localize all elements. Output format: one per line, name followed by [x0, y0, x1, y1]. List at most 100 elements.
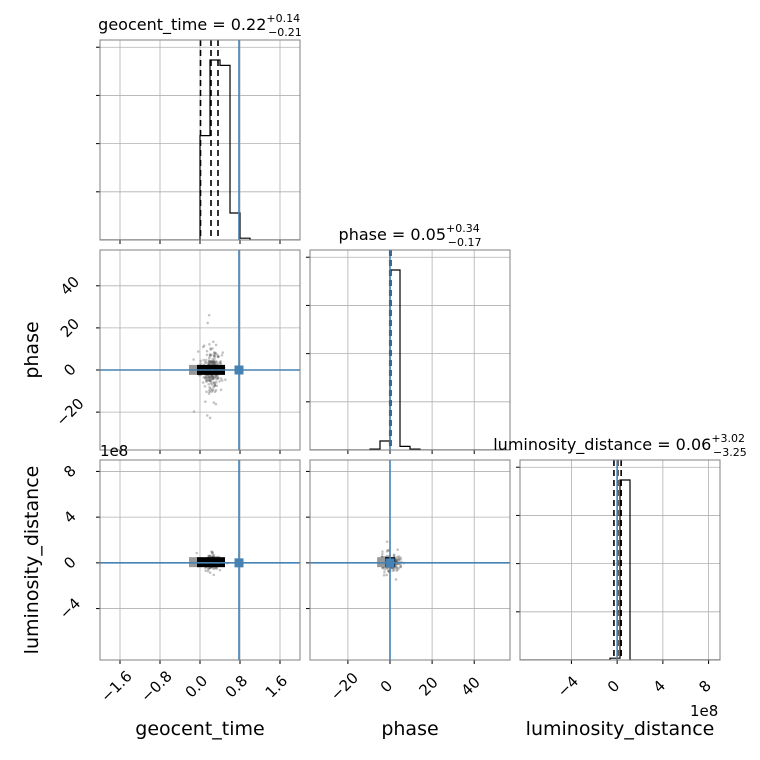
sample-point: [208, 416, 212, 420]
x-axis-label: luminosity_distance: [526, 718, 715, 740]
sample-point: [212, 376, 215, 380]
sample-point: [381, 566, 384, 570]
sample-point: [395, 559, 398, 562]
sample-point: [204, 400, 207, 403]
title-value: geocent_time = 0.22: [98, 15, 266, 35]
sample-point: [390, 566, 394, 570]
sample-point: [212, 573, 216, 577]
sample-point: [399, 565, 403, 569]
sample-point: [219, 388, 223, 392]
y-tick-label: −20: [52, 395, 87, 430]
sample-point: [391, 566, 395, 570]
sample-point: [211, 388, 215, 392]
sample-point: [399, 564, 403, 567]
sample-point: [212, 354, 216, 357]
sample-point: [211, 347, 214, 350]
sample-point: [211, 551, 214, 555]
sample-point: [208, 362, 211, 366]
sample-point: [212, 360, 215, 364]
panel-content: [100, 40, 300, 240]
truth-marker: [385, 558, 395, 568]
sample-point: [211, 388, 214, 392]
x-tick-label: 0: [604, 677, 623, 696]
sample-point: [210, 390, 214, 393]
sample-point: [386, 548, 390, 552]
sample-point: [209, 379, 212, 383]
y-tick-label: −4: [56, 594, 84, 622]
sample-point: [396, 555, 399, 559]
sample-point: [219, 377, 223, 380]
panel-1-0: [96, 249, 301, 454]
panel-frame: [99, 459, 301, 661]
panel-content: [100, 460, 300, 660]
sample-point: [207, 567, 211, 570]
sample-point: [208, 379, 211, 383]
sample-point: [385, 549, 389, 553]
sample-point: [205, 414, 209, 417]
x-tick-label: −1.6: [97, 667, 135, 705]
sample-point: [214, 374, 217, 378]
sample-point: [216, 375, 219, 378]
panel-title-phase: phase = 0.05+0.34 −0.17: [339, 222, 482, 249]
y-tick-label: 4: [60, 507, 79, 526]
sample-point: [214, 351, 218, 355]
y-tick-label: 8: [60, 462, 79, 481]
sample-point: [219, 361, 222, 365]
sample-point: [397, 555, 401, 558]
panel-frame: [99, 39, 301, 241]
sample-point: [209, 361, 213, 365]
sample-point: [381, 566, 385, 570]
sample-point: [212, 553, 216, 557]
sample-point: [211, 377, 214, 381]
sample-point: [205, 361, 208, 364]
sample-point: [210, 383, 214, 386]
sample-point: [210, 362, 214, 366]
sample-point: [213, 357, 216, 361]
sample-point: [213, 352, 217, 356]
sample-point: [212, 401, 216, 404]
sample-point: [213, 355, 217, 358]
x-tick-label: 8: [695, 677, 714, 696]
sample-point: [208, 566, 212, 570]
sample-point: [214, 343, 218, 347]
sample-point: [208, 360, 212, 364]
truth-marker: [234, 365, 244, 375]
sample-point: [204, 358, 208, 362]
sample-point: [207, 356, 211, 360]
sample-point: [210, 377, 213, 380]
sample-point: [199, 359, 203, 363]
sample-point: [209, 387, 212, 390]
title-lower-error: −0.21: [268, 26, 302, 39]
panel-2-0: [96, 459, 301, 664]
sample-point: [208, 376, 212, 380]
sample-point: [205, 390, 208, 394]
sample-point: [397, 558, 401, 561]
sample-point: [211, 552, 214, 555]
sample-point: [202, 344, 206, 347]
sample-point: [205, 353, 209, 357]
sample-point: [210, 362, 214, 365]
sample-point: [394, 557, 398, 560]
sample-point: [385, 567, 389, 571]
sample-point: [206, 569, 210, 573]
sample-point: [392, 553, 396, 556]
sample-point: [216, 362, 220, 366]
sample-point: [216, 376, 220, 380]
sample-point: [207, 392, 211, 395]
sample-point: [391, 569, 395, 573]
sample-point: [217, 355, 220, 358]
sample-point: [206, 376, 209, 379]
sample-point: [397, 567, 401, 570]
panel-content: [310, 250, 510, 450]
sample-point: [399, 556, 402, 559]
sample-point: [213, 383, 217, 387]
sample-point: [203, 376, 207, 380]
sample-point: [206, 321, 209, 325]
sample-point: [211, 375, 214, 378]
y-tick-label: 0: [60, 360, 79, 379]
sample-point: [202, 358, 206, 362]
sample-point: [204, 566, 207, 570]
sample-point: [212, 362, 216, 366]
sample-point: [211, 340, 215, 344]
y-tick-label: 0: [60, 553, 79, 572]
